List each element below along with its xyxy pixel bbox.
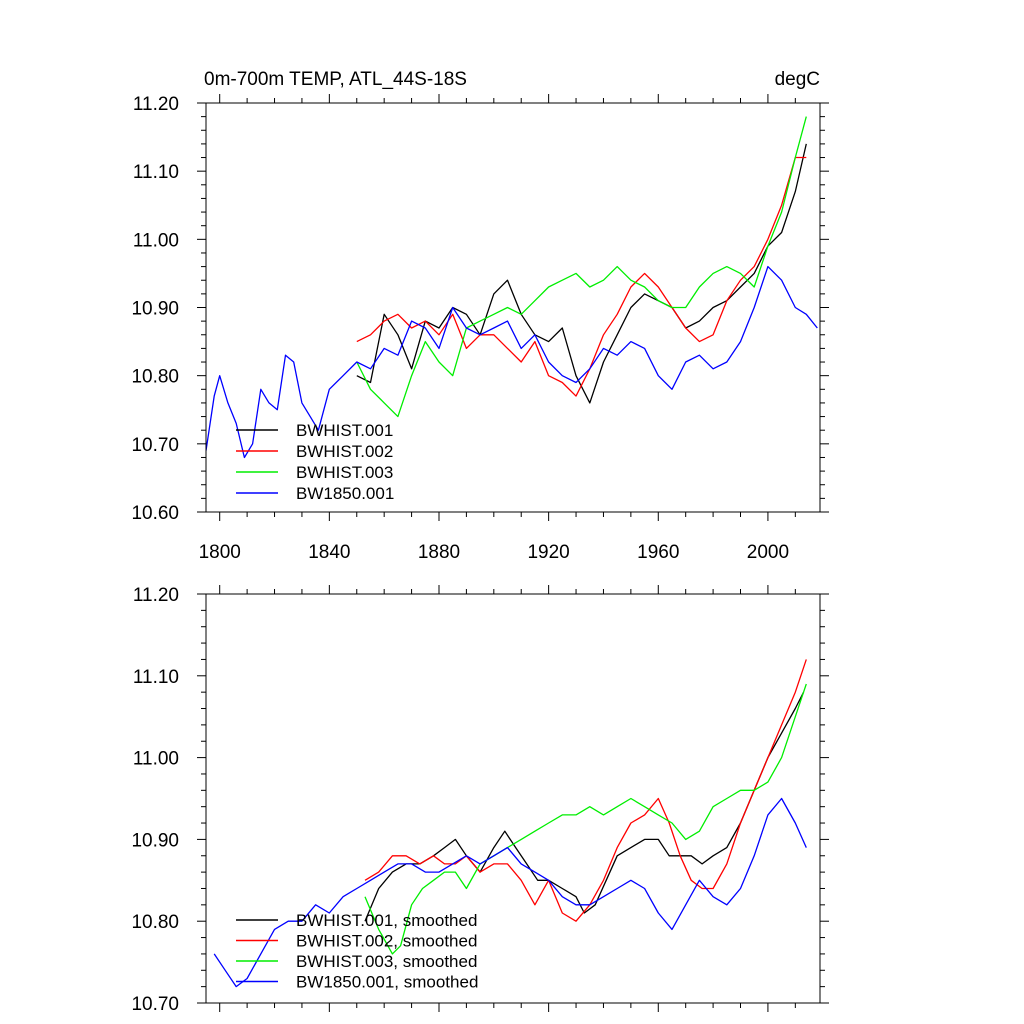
- bottom-legend-label: BW1850.001, smoothed: [296, 973, 478, 992]
- bottom-y-tick-label: 11.00: [133, 749, 179, 770]
- bottom-series-line-bwhist-003-smoothed: [364, 683, 807, 955]
- bottom-y-tick-label: 10.80: [131, 912, 179, 933]
- top-x-tick-label: 1840: [308, 542, 350, 563]
- bottom-legend-label: BWHIST.002, smoothed: [296, 932, 477, 951]
- top-y-tick-label: 10.90: [131, 299, 179, 320]
- top-legend-label: BWHIST.003: [296, 463, 393, 482]
- top-x-tick-label: 1920: [527, 542, 569, 563]
- top-series-line-bwhist-003: [356, 116, 807, 418]
- top-series-line-bwhist-001: [356, 143, 807, 404]
- bottom-series-line-bw1850-001-smoothed: [213, 797, 807, 988]
- top-y-tick-label: 10.70: [131, 435, 179, 456]
- top-x-tick-label: 1880: [418, 542, 460, 563]
- top-plot-panel: 10.60 10.70 10.80 10.90 11.00 11.10 11.20 1800 1…: [131, 69, 829, 563]
- top-units-label: degC: [775, 69, 820, 90]
- top-legend-label: BWHIST.002: [296, 442, 393, 461]
- top-legend: BWHIST.001 BWHIST.002 BWHIST.003 BW1850.001: [236, 421, 394, 503]
- top-series-line-bw1850-001: [206, 265, 818, 459]
- bottom-y-tick-label: 10.70: [131, 994, 179, 1015]
- top-series-line-bwhist-002: [356, 156, 807, 397]
- bottom-series-group: [213, 659, 807, 988]
- top-y-tick-label: 10.60: [131, 503, 179, 524]
- bottom-series-line-bwhist-001-smoothed: [364, 691, 805, 922]
- top-chart-title: 0m-700m TEMP, ATL_44S-18S: [204, 69, 467, 90]
- top-y-tick-label: 11.20: [133, 94, 179, 115]
- top-x-tick-label: 1960: [637, 542, 679, 563]
- bottom-plot-frame: [205, 593, 821, 1004]
- top-y-tick-label: 11.00: [133, 230, 179, 251]
- bottom-y-tick-label: 10.90: [131, 830, 179, 851]
- top-y-tick-label: 11.10: [133, 162, 179, 183]
- bottom-y-tick-label: 11.10: [133, 667, 179, 688]
- top-x-tick-label: 2000: [747, 542, 789, 563]
- top-x-tick-label: 1800: [199, 542, 241, 563]
- bottom-legend-label: BWHIST.003, smoothed: [296, 952, 477, 971]
- bottom-legend: BWHIST.001, smoothed BWHIST.002, smoothed…: [236, 911, 478, 992]
- top-series-group: [206, 116, 818, 459]
- top-legend-label: BWHIST.001: [296, 421, 393, 440]
- bottom-legend-label: BWHIST.001, smoothed: [296, 911, 477, 930]
- bottom-plot-panel: 10.70 10.80 10.90 11.00 11.10 11.20 BWHIST.001…: [131, 585, 829, 1015]
- top-y-tick-label: 10.80: [131, 367, 179, 388]
- top-legend-label: BW1850.001: [296, 484, 394, 503]
- bottom-y-tick-label: 11.20: [133, 585, 179, 606]
